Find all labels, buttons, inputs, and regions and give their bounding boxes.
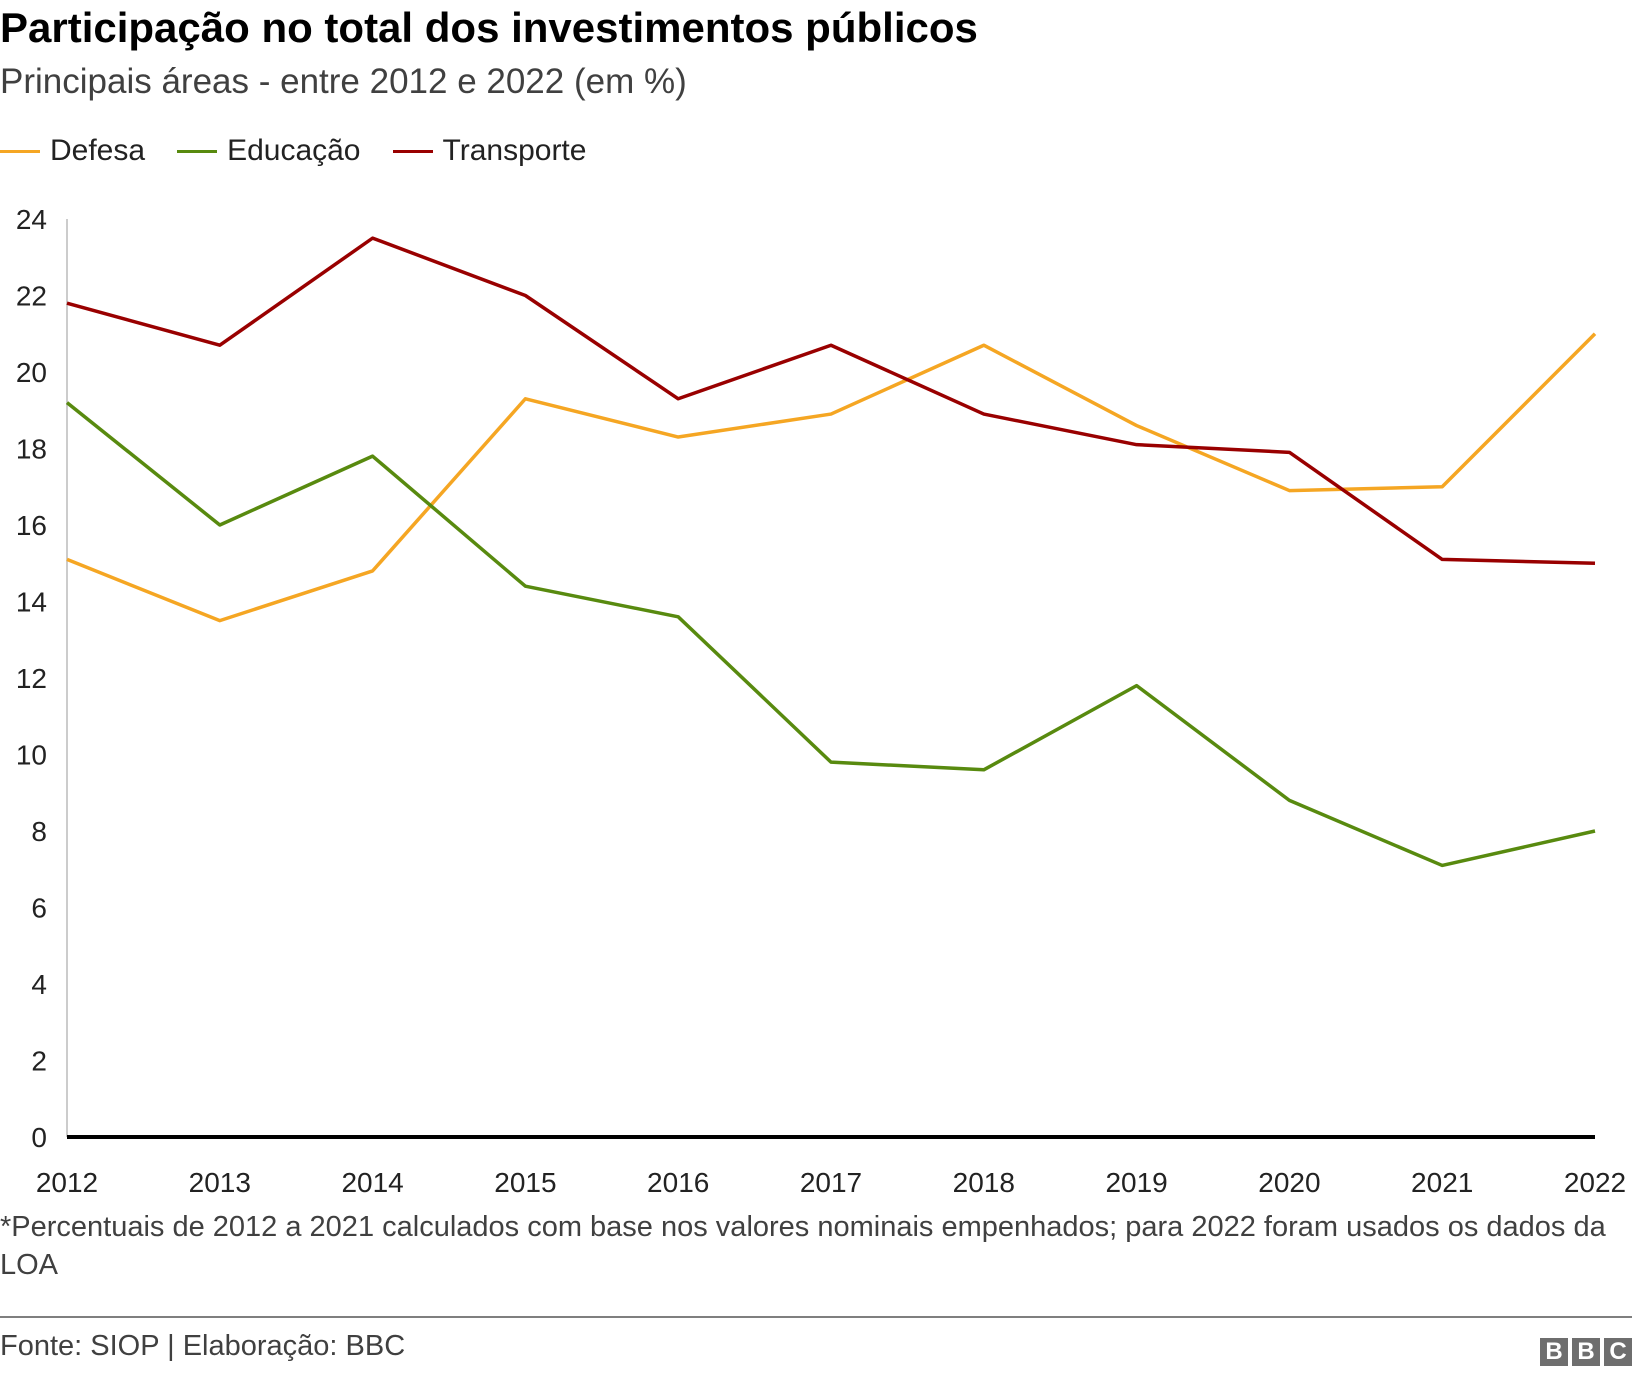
- series-line-transporte: [66, 236, 1596, 565]
- y-tick-label: 6: [31, 893, 47, 924]
- x-tick-label: 2020: [1258, 1167, 1320, 1198]
- legend-swatch: [177, 149, 218, 153]
- y-tick-label: 22: [16, 281, 47, 312]
- y-tick-label: 20: [16, 357, 47, 388]
- legend-label: Transporte: [442, 134, 587, 167]
- chart-title: Participação no total dos investimentos …: [0, 4, 978, 51]
- legend-swatch: [392, 149, 433, 153]
- y-tick-label: 2: [31, 1046, 47, 1077]
- x-tick-label: 2015: [494, 1167, 556, 1198]
- x-tick-label: 2017: [800, 1167, 862, 1198]
- x-tick-label: 2019: [1105, 1167, 1167, 1198]
- x-tick-label: 2016: [647, 1167, 709, 1198]
- y-tick-label: 24: [16, 204, 47, 235]
- chart-subtitle: Principais áreas - entre 2012 e 2022 (em…: [0, 62, 687, 101]
- legend-label: Defesa: [50, 134, 146, 167]
- y-tick-label: 12: [16, 663, 47, 694]
- x-tick-label: 2012: [36, 1167, 98, 1198]
- legend-label: Educação: [227, 134, 361, 167]
- x-tick-label: 2021: [1411, 1167, 1473, 1198]
- y-tick-label: 8: [31, 816, 47, 847]
- y-tick-label: 16: [16, 510, 47, 541]
- legend-item-defesa: Defesa: [0, 134, 145, 168]
- x-tick-label: 2014: [341, 1167, 403, 1198]
- source-text: Fonte: SIOP | Elaboração: BBC: [0, 1330, 406, 1362]
- y-tick-label: 0: [31, 1122, 47, 1153]
- y-tick-label: 4: [31, 969, 47, 1000]
- y-tick-label: 10: [16, 740, 47, 771]
- x-tick-label: 2018: [953, 1167, 1015, 1198]
- divider: [0, 1316, 1632, 1318]
- x-tick-label: 2022: [1564, 1167, 1626, 1198]
- legend-item-transporte: Transporte: [392, 134, 587, 168]
- series-line-defesa: [66, 332, 1597, 623]
- y-tick-label: 18: [16, 434, 47, 465]
- legend-item-educacao: Educação: [177, 134, 361, 168]
- x-tick-label: 2013: [189, 1167, 251, 1198]
- legend-swatch: [0, 149, 40, 153]
- footnote: *Percentuais de 2012 a 2021 calculados c…: [0, 1211, 1606, 1281]
- legend: Defesa Educação Transporte: [0, 134, 586, 168]
- series-line-educação: [65, 401, 1596, 868]
- y-tick-label: 14: [16, 587, 47, 618]
